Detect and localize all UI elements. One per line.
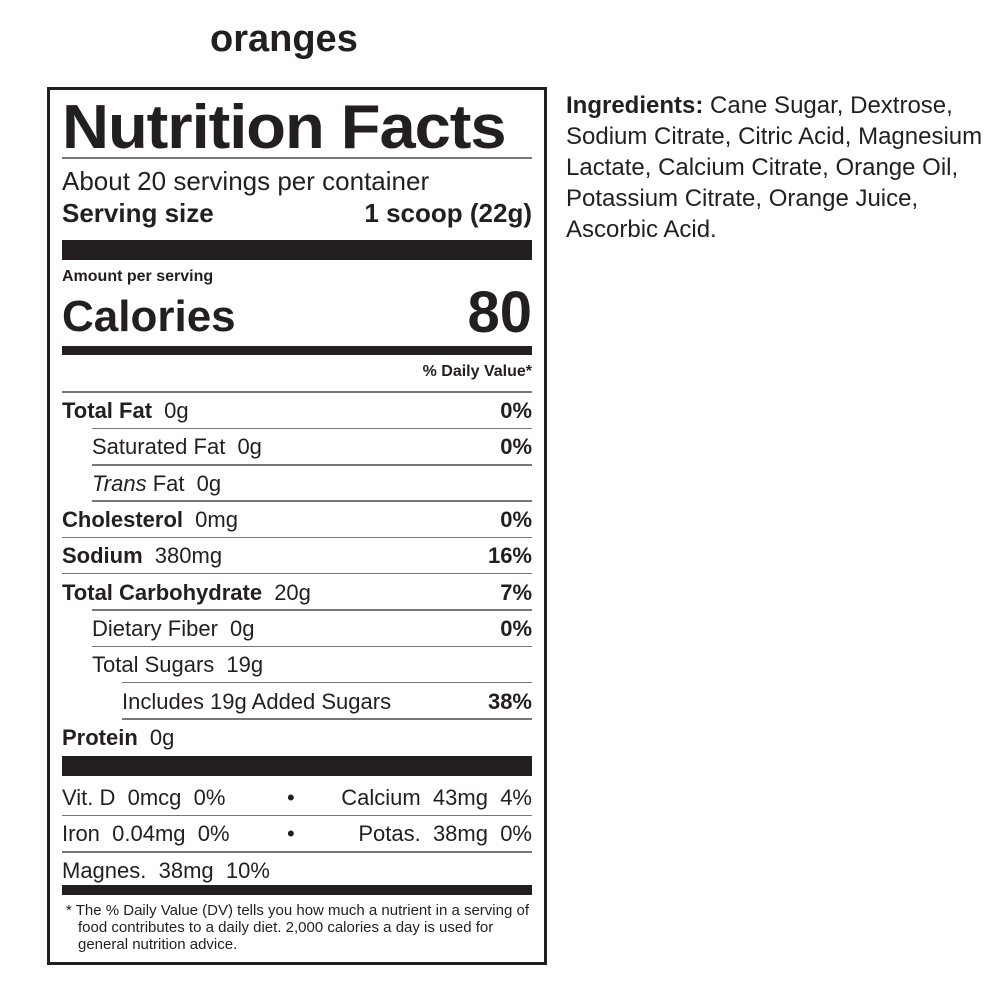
ingredients-label: Ingredients: <box>566 92 704 119</box>
calories-label: Calories <box>62 292 236 341</box>
separator-dot: • <box>287 821 295 847</box>
nutrient-list: Total Fat 0g 0% Saturated Fat 0g 0% Trans Fa… <box>62 393 532 756</box>
nutrient-daily-value: 7% <box>500 579 532 605</box>
thick-divider <box>62 756 532 776</box>
nutrient-daily-value: 0% <box>500 507 532 533</box>
nutrient-daily-value: 0% <box>500 398 532 424</box>
nutrient-amount: 19g <box>226 652 264 678</box>
nutrient-daily-value: 38% <box>487 688 532 714</box>
nutrient-name: Cholesterol <box>62 507 184 533</box>
product-name: oranges <box>210 18 358 60</box>
vitamin-row: Magnes. 38mg 10% <box>62 853 532 889</box>
vitamin-right: Calcium 43mg 4% <box>341 785 532 811</box>
nutrient-amount: 0g <box>164 398 189 424</box>
footnote: * The % Daily Value (DV) tells you how m… <box>66 902 529 953</box>
nutrient-name: Total Carbohydrate <box>62 579 263 605</box>
serving-size-value: 1 scoop (22g) <box>364 198 532 228</box>
vitamin-left: Magnes. 38mg 10% <box>62 857 270 883</box>
nutrient-name-amount: Sodium 380mg <box>62 543 222 569</box>
divider <box>62 157 532 159</box>
nutrient-name-suffix: Fat <box>152 470 185 496</box>
nutrient-row: Dietary Fiber 0g 0% <box>62 611 532 648</box>
nutrient-amount: 0g <box>196 470 222 496</box>
ingredients: Ingredients: Cane Sugar, Dextrose, Sodiu… <box>566 90 986 245</box>
nutrient-amount: 380mg <box>154 543 223 569</box>
nutrient-daily-value: 0% <box>500 615 532 641</box>
nutrient-name-amount: Includes 19g Added Sugars <box>62 689 391 715</box>
nutrient-amount: 0g <box>230 615 255 641</box>
medium-divider <box>62 885 532 895</box>
serving-size: Serving size 1 scoop (22g) <box>62 198 532 229</box>
nutrient-name-amount: Trans Fat 0g <box>62 471 221 497</box>
nutrient-name: Saturated Fat <box>92 434 226 460</box>
nutrient-daily-value: 16% <box>487 543 532 569</box>
vitamin-row: Vit. D 0mcg 0% • Calcium 43mg 4% <box>62 780 532 817</box>
divider <box>62 391 532 393</box>
vitamin-list: Vit. D 0mcg 0% • Calcium 43mg 4% Iron 0.04m… <box>62 780 532 889</box>
nutrient-row: Total Sugars 19g <box>62 647 532 684</box>
nutrient-row: Saturated Fat 0g 0% <box>62 429 532 466</box>
nutrient-name: Dietary Fiber <box>92 615 218 641</box>
nutrient-name: Includes 19g Added Sugars <box>122 688 392 714</box>
serving-size-label: Serving size <box>62 198 214 228</box>
nutrient-name-amount: Saturated Fat 0g <box>62 434 262 460</box>
nutrient-row: Sodium 380mg 16% <box>62 538 532 575</box>
nutrient-name-amount: Total Sugars 19g <box>62 652 263 678</box>
nutrient-name-amount: Cholesterol 0mg <box>62 507 238 533</box>
nutrient-name: Sodium <box>62 543 143 569</box>
nutrient-name: Total Fat <box>62 398 153 424</box>
nutrient-row: Total Fat 0g 0% <box>62 393 532 430</box>
calories-row: Calories 80 <box>62 284 532 342</box>
thick-divider <box>62 240 532 260</box>
nutrient-name: Trans <box>92 470 147 496</box>
vitamin-row: Iron 0.04mg 0% • Potas. 38mg 0% <box>62 816 532 853</box>
nutrient-amount: 0g <box>237 434 262 460</box>
nutrient-row: Trans Fat 0g <box>62 466 532 503</box>
nutrient-daily-value: 0% <box>500 434 532 460</box>
amount-per-serving: Amount per serving <box>62 268 214 285</box>
vitamin-left: Vit. D 0mcg 0% <box>62 785 226 811</box>
nutrient-row: Total Carbohydrate 20g 7% <box>62 574 532 612</box>
nutrient-name: Protein <box>62 724 138 750</box>
servings-per-container: About 20 servings per container <box>62 166 430 196</box>
nutrient-name-amount: Protein 0g <box>62 725 174 751</box>
vitamin-right: Potas. 38mg 0% <box>358 821 532 847</box>
nutrient-amount: 20g <box>274 579 311 605</box>
nutrient-row: Includes 19g Added Sugars 38% <box>62 683 532 720</box>
label-title: Nutrition Facts <box>62 93 507 162</box>
calories-value: 80 <box>467 280 532 345</box>
nutrient-name-amount: Total Carbohydrate 20g <box>62 580 311 606</box>
nutrient-name: Total Sugars <box>92 652 215 678</box>
nutrient-name-amount: Dietary Fiber 0g <box>62 616 255 642</box>
ingredients-text: Cane Sugar, Dextrose, Sodium Citrate, Ci… <box>566 92 983 243</box>
nutrient-amount: 0g <box>149 724 175 750</box>
nutrient-name-amount: Total Fat 0g <box>62 398 189 424</box>
daily-value-header: % Daily Value* <box>422 363 532 380</box>
nutrient-row: Protein 0g <box>62 720 532 756</box>
nutrient-row: Cholesterol 0mg 0% <box>62 502 532 539</box>
nutrient-amount: 0mg <box>195 507 238 533</box>
vitamin-left: Iron 0.04mg 0% <box>62 821 230 847</box>
medium-divider <box>62 346 532 355</box>
separator-dot: • <box>287 785 295 811</box>
nutrition-facts-label: Nutrition Facts About 20 servings per co… <box>47 87 547 965</box>
